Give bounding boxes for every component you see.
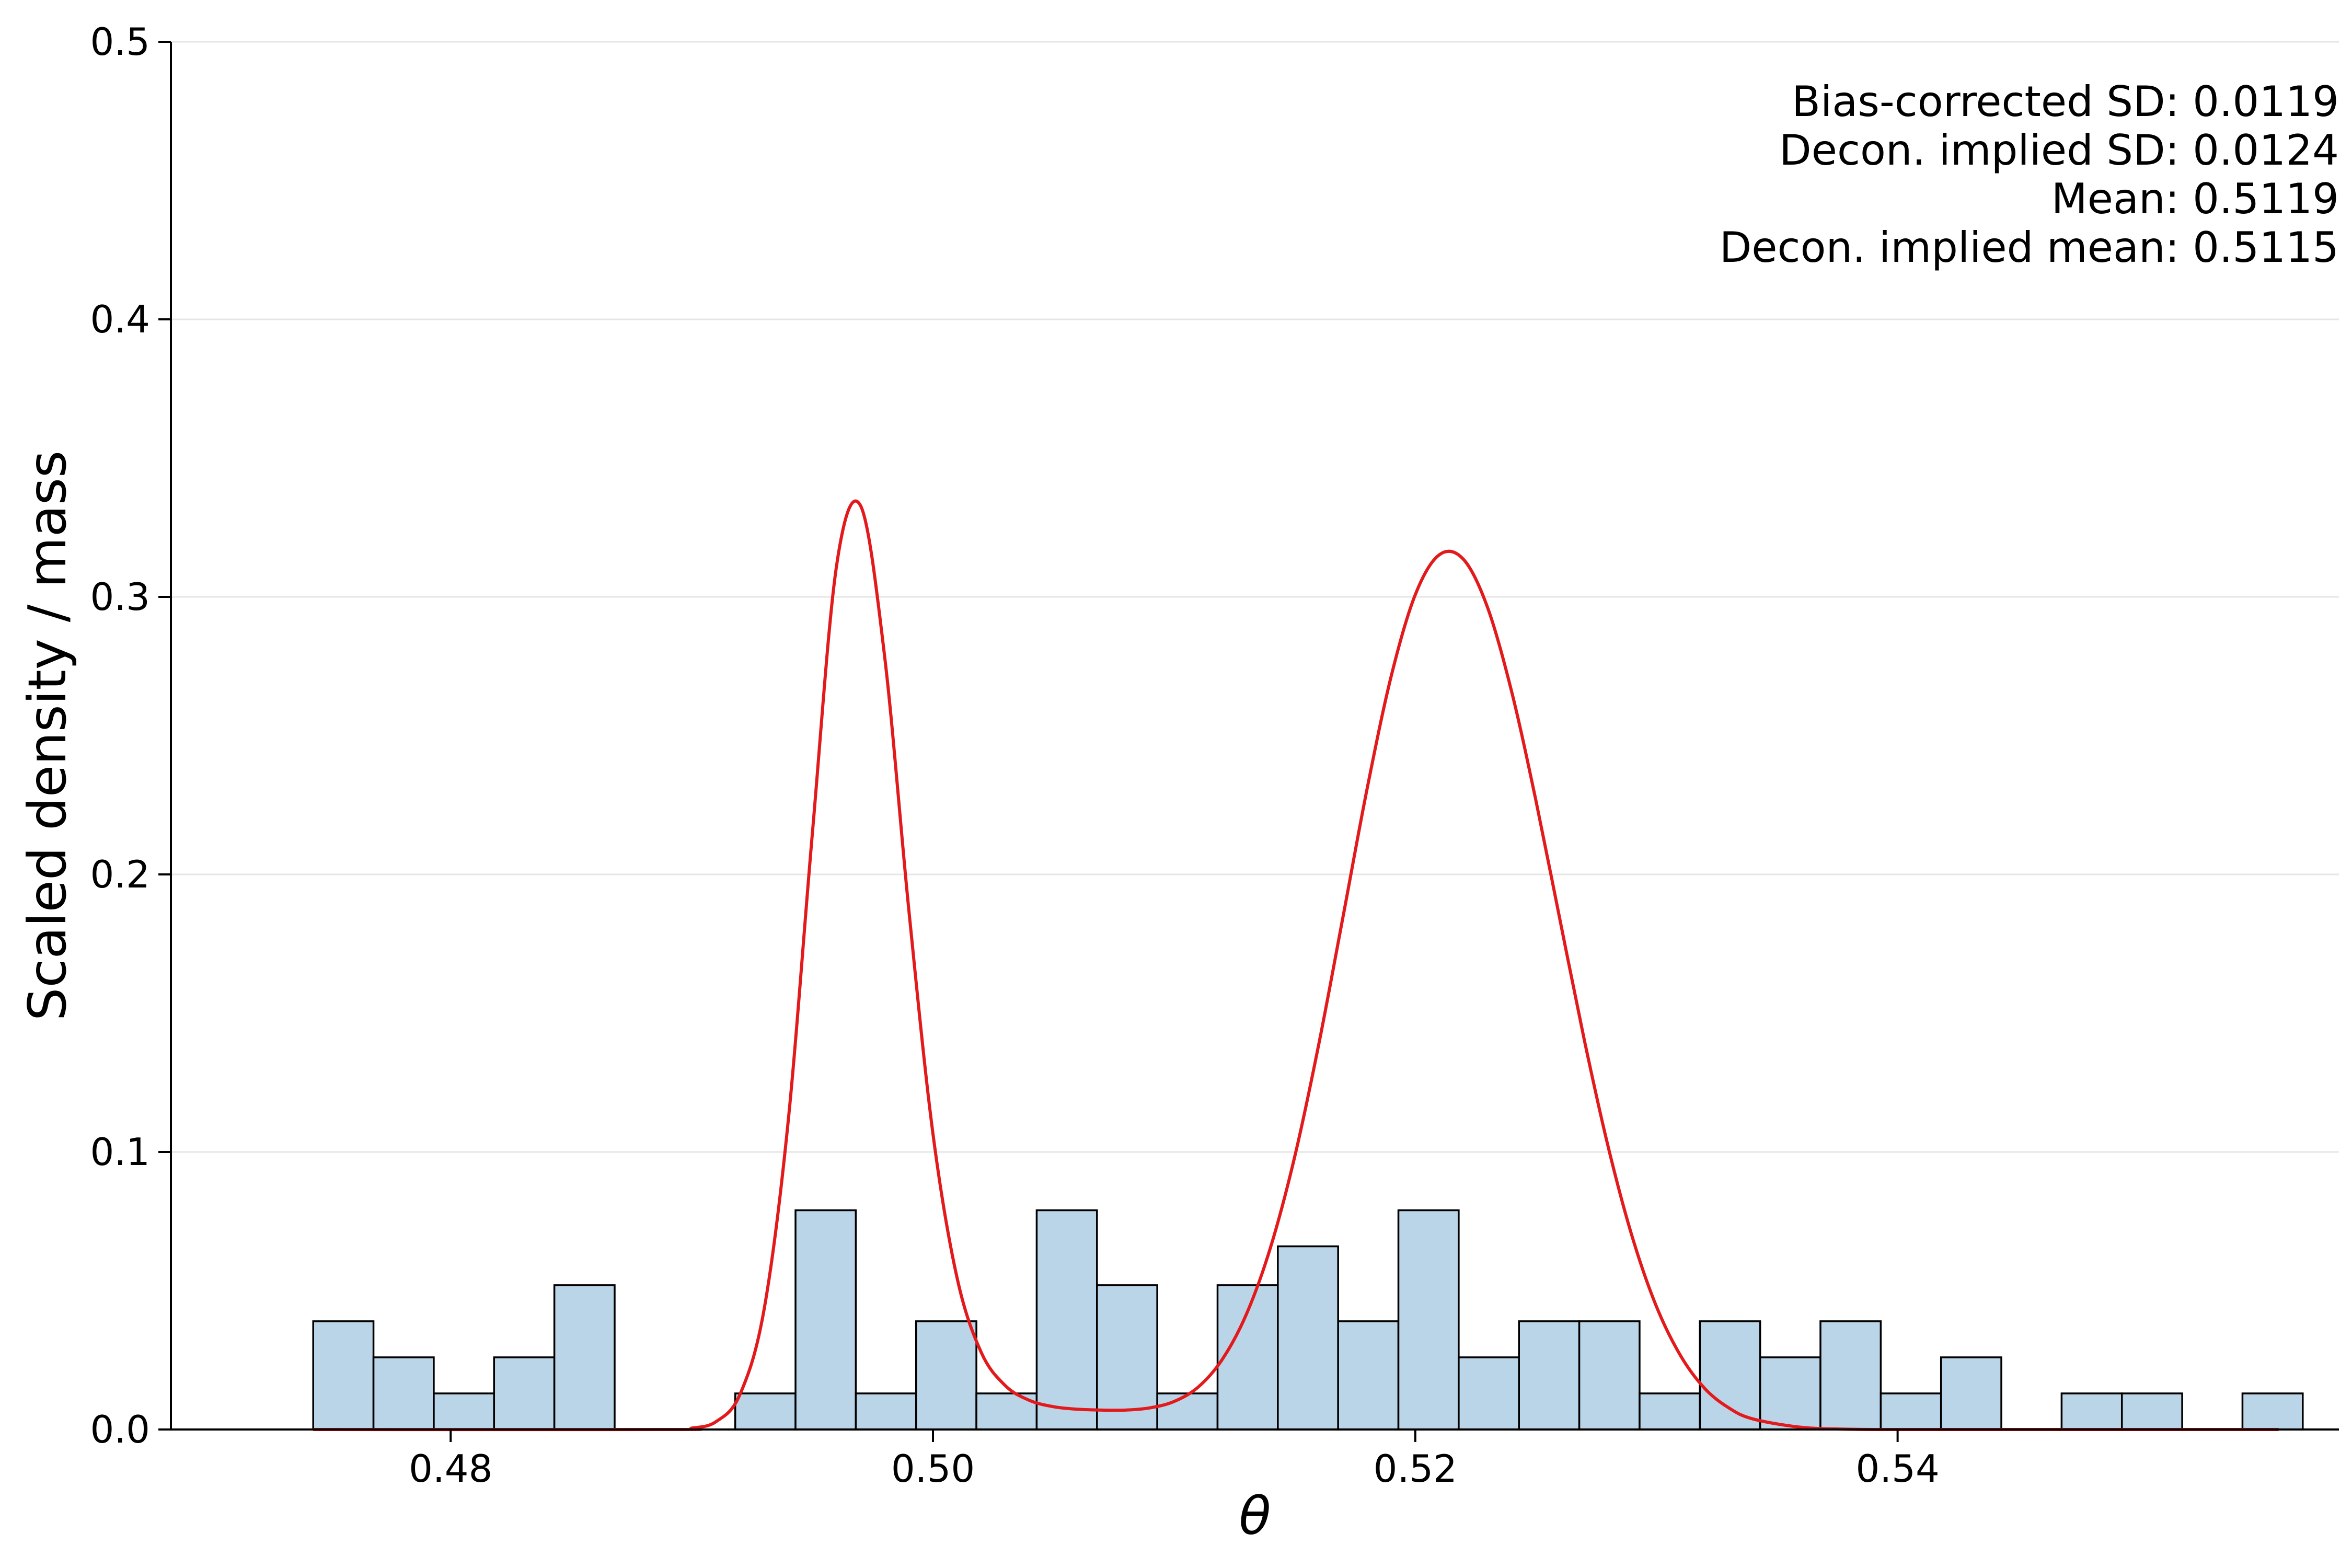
y-tick-label: 0.1 <box>90 1130 150 1174</box>
histogram-bar <box>1156 1392 1219 1431</box>
histogram-bar <box>794 1209 857 1431</box>
histogram-bar <box>1397 1209 1460 1431</box>
histogram-bars <box>312 1209 2304 1431</box>
histogram-bar <box>1337 1320 1400 1431</box>
y-tick-label: 0.2 <box>90 852 150 896</box>
grid-lines <box>171 41 2339 1153</box>
histogram-bar <box>433 1392 495 1431</box>
y-axis-title: Scaled density / mass <box>17 451 78 1021</box>
histogram-bar <box>312 1320 375 1431</box>
histogram-bar <box>915 1320 977 1431</box>
annotation-line: Mean: 0.5119 <box>2051 175 2339 223</box>
y-tick-label: 0.5 <box>90 20 150 64</box>
histogram-bar <box>2060 1392 2123 1431</box>
annotation-line: Bias-corrected SD: 0.0119 <box>1792 77 2339 126</box>
annotation-line: Decon. implied SD: 0.0124 <box>1779 126 2339 175</box>
x-tick-label: 0.50 <box>891 1447 975 1491</box>
histogram-bar <box>2241 1392 2304 1431</box>
y-tick-label: 0.0 <box>90 1408 150 1451</box>
histogram-bar <box>372 1356 435 1431</box>
x-axis-ticks: 0.48 0.50 0.52 0.54 <box>409 1429 1940 1491</box>
histogram-bar <box>1277 1245 1339 1431</box>
histogram-bar <box>493 1356 556 1431</box>
y-tick-label: 0.3 <box>90 575 150 619</box>
x-axis-title: θ <box>1239 1485 1271 1547</box>
histogram-bar <box>1759 1356 1821 1431</box>
density-curve <box>313 499 2279 1432</box>
x-tick-label: 0.48 <box>409 1447 492 1491</box>
annotation-line: Decon. implied mean: 0.5115 <box>1720 223 2339 272</box>
y-tick-label: 0.4 <box>90 297 150 341</box>
histogram-bar <box>1458 1356 1520 1431</box>
y-axis-ticks: 0.0 0.1 0.2 0.3 0.4 0.5 <box>90 20 171 1451</box>
histogram-bar <box>1518 1320 1581 1431</box>
x-tick-label: 0.52 <box>1374 1447 1457 1491</box>
histogram-bar <box>1940 1356 2002 1431</box>
histogram-bar <box>1216 1284 1279 1431</box>
histogram-bar <box>1035 1209 1098 1431</box>
histogram-bar <box>1578 1320 1641 1431</box>
histogram-bar <box>1819 1320 1882 1431</box>
x-tick-label: 0.54 <box>1855 1447 1939 1491</box>
histogram-bar <box>734 1392 797 1431</box>
histogram-bar <box>1699 1320 1761 1431</box>
histogram-bar <box>855 1392 917 1431</box>
histogram-bar <box>2120 1392 2183 1431</box>
histogram-bar <box>1880 1392 1942 1431</box>
histogram-bar <box>553 1284 616 1431</box>
histogram-bar <box>1639 1392 1701 1431</box>
